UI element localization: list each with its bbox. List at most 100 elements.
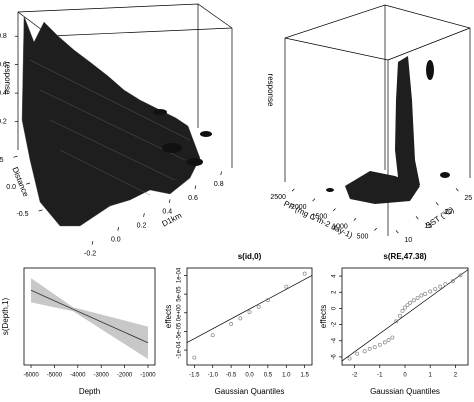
chart-title: s(RE,47.38) (383, 252, 426, 261)
x-tick-label: -6000 (23, 373, 39, 379)
point (411, 298, 416, 303)
point (394, 319, 399, 324)
point (408, 300, 412, 305)
x-tick-label: -1 (377, 373, 383, 379)
y-tick-label: 1e-04 (177, 267, 183, 283)
tick-mark (143, 213, 145, 217)
tick-mark (38, 209, 43, 212)
tick-label: 0.5 (0, 157, 4, 164)
x-tick-label: -4000 (70, 373, 86, 379)
surface-left (17, 3, 233, 227)
point (284, 284, 289, 289)
tick-label: 0.4 (162, 209, 172, 216)
tick-mark (455, 188, 459, 192)
x-tick-label: -3000 (94, 373, 110, 379)
tick-mark (91, 240, 94, 245)
tick-mark (374, 227, 378, 231)
point (367, 346, 372, 351)
point (398, 313, 402, 318)
point (428, 289, 433, 294)
tick-label: 15 (424, 223, 432, 230)
tick-mark (435, 202, 439, 206)
point (382, 340, 387, 345)
tick-label: 10 (404, 237, 412, 244)
x-tick-label: 1.5 (300, 373, 309, 379)
y-tick-label: 5e-05 (177, 286, 183, 302)
tick-mark (395, 230, 399, 234)
y-tick-label: 0 (332, 306, 338, 310)
x-tick-label: 0.5 (264, 373, 273, 379)
point (362, 349, 367, 354)
point (238, 316, 243, 321)
x-tick-label: -1.0 (208, 373, 219, 379)
tick-label: 0.0 (6, 184, 16, 191)
point (415, 295, 420, 300)
tick-label: 0.8 (0, 33, 7, 40)
tick-label: 0.6 (188, 195, 198, 202)
tick-label: 0.4 (0, 90, 7, 97)
point (386, 337, 391, 342)
point (400, 308, 405, 313)
reference-line (186, 275, 313, 343)
y-tick-label: 4 (332, 274, 338, 278)
tick-label: -0.5 (16, 211, 28, 218)
x-tick-label: 2 (454, 373, 458, 379)
tick-mark (291, 188, 295, 192)
point (347, 356, 352, 361)
point (390, 335, 395, 340)
tick-mark (312, 198, 316, 202)
point (192, 355, 197, 360)
point (229, 322, 234, 326)
x-axis-label: Gaussian Quantiles (215, 387, 285, 396)
y-axis-label: effects (319, 305, 328, 328)
y-tick-label: 2 (332, 290, 338, 294)
tick-mark (332, 208, 336, 212)
plot-box (23, 267, 156, 366)
y-tick-label: -2 (332, 321, 338, 327)
tick-label: 2000 (291, 204, 307, 211)
point (438, 284, 443, 289)
tick-mark (415, 216, 419, 220)
x-tick-label: -1.5 (189, 373, 200, 379)
point (423, 291, 428, 296)
tick-mark (220, 171, 222, 176)
x-axis-label: Depth (79, 387, 100, 396)
x-tick-label: -0.5 (226, 373, 237, 379)
x-tick-label: -2 (352, 373, 358, 379)
y-axis-label: effects (164, 305, 173, 328)
x-tick-label: 1 (429, 373, 433, 379)
tick-label: -0.2 (84, 250, 96, 257)
y-axis-label: s(Depth,1) (1, 297, 10, 335)
x-tick-label: 0 (403, 373, 407, 379)
confidence-band (31, 278, 74, 312)
tick-label: 2500 (270, 194, 286, 201)
tick-mark (194, 185, 197, 190)
tick-label: 0.8 (214, 181, 224, 188)
axis-label: response (3, 62, 12, 95)
point (355, 351, 360, 356)
smooth-line (30, 289, 149, 344)
point (256, 304, 261, 309)
tick-label: 25 (464, 195, 472, 202)
point (377, 342, 382, 347)
point (443, 282, 448, 287)
point (450, 278, 455, 283)
tick-label: 500 (357, 233, 369, 240)
point (302, 271, 307, 276)
x-tick-label: -2000 (117, 373, 133, 379)
point (210, 333, 215, 338)
x-tick-label: 1.0 (282, 373, 291, 379)
y-tick-label: 0e+00 (177, 304, 183, 322)
x-axis-label: Gaussian Quantiles (370, 387, 440, 396)
tick-mark (25, 182, 31, 185)
tick-label: 1500 (312, 214, 328, 221)
x-tick-label: -1000 (140, 373, 156, 379)
surface-right (284, 4, 471, 236)
point (247, 310, 252, 314)
point (419, 293, 424, 298)
point (458, 273, 463, 278)
tick-mark (168, 199, 171, 203)
tick-label: 0.2 (0, 118, 7, 125)
x-tick-label: -5000 (47, 373, 63, 379)
